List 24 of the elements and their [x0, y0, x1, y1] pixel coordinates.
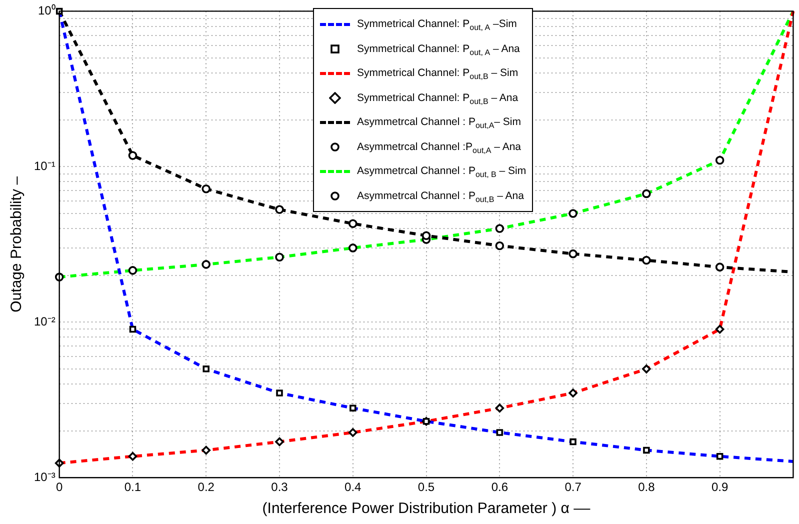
y-tick-label: 10⁰ — [38, 4, 56, 18]
x-tick-label: 0.9 — [711, 480, 728, 494]
legend-label: Symmetrical Channel: P$_{out,B}$ – Ana — [357, 90, 518, 108]
x-tick-label: 0.6 — [491, 480, 508, 494]
legend-label: Symmetrical Channel: P$_{out, A}$ –Sim — [357, 17, 517, 34]
x-tick-label: 0.4 — [344, 480, 362, 494]
x-tick-label: 0.5 — [418, 480, 435, 494]
legend-label: Symmetrical Channel: P$_{out,B}$ – Sim — [357, 66, 518, 84]
x-tick-label: 0.1 — [124, 480, 142, 494]
x-tick-label: 0.8 — [638, 480, 656, 494]
x-axis-title: (Interference Power Distribution Parameter ) α –– — [262, 500, 591, 518]
y-tick-label: 10⁻¹ — [34, 158, 56, 173]
legend-label: Asymmetrcal Channel :P$_{out,A}$ – Ana — [357, 140, 522, 157]
legend-label: Asymmetrcal Channel : P$_{out,B}$ – Ana — [357, 188, 524, 206]
legend-label: Asymmetrcal Channel : P$_{out, B}$ – Sim — [357, 164, 526, 182]
x-tick-label: 0 — [56, 480, 63, 494]
y-axis-title: Outage Probability – — [8, 176, 26, 312]
y-tick-label: 10⁻³ — [34, 470, 56, 484]
x-tick-label: 0.2 — [198, 480, 215, 494]
x-tick-label: 0.3 — [271, 480, 288, 494]
legend-label: Asymmetrcal Channel : P$_{out,A}$– Sim — [357, 115, 521, 132]
legend-label: Symmetrical Channel: P$_{out, A}$ – Ana — [357, 42, 520, 59]
y-tick-label: 10⁻² — [34, 314, 56, 328]
x-tick-label: 0.7 — [564, 480, 582, 494]
